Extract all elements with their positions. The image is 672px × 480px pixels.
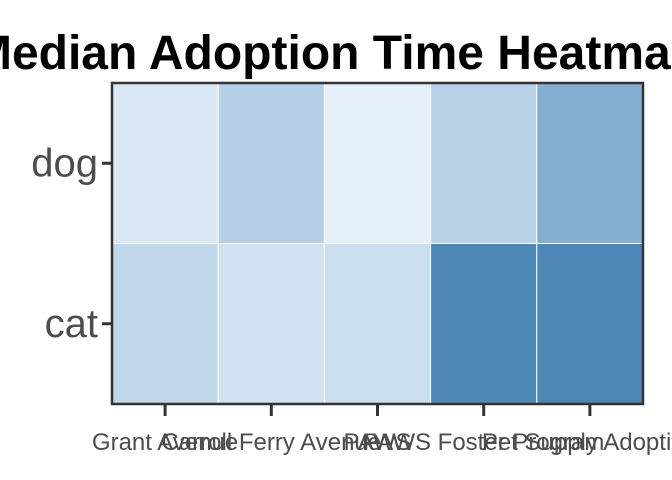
x-tick-label-1: Grant Avenue bbox=[92, 429, 238, 456]
x-tick-label-4: PAWS Foster Program bbox=[363, 429, 604, 456]
x-tick-label-2: Carroll Ferry Avenue bbox=[161, 429, 381, 456]
x-tick-label-5: Pet Supply Adoption bbox=[482, 429, 672, 456]
heatmap-cell-dog-4 bbox=[430, 82, 538, 244]
x-tick-label-3: PAWS bbox=[343, 429, 411, 456]
chart-title: Median Adoption Time Heatmap bbox=[0, 27, 672, 80]
y-tick-label-dog: dog bbox=[31, 141, 98, 185]
heatmap-cell-dog-2 bbox=[217, 82, 325, 244]
heatmap-cell-dog-3 bbox=[323, 82, 432, 244]
heatmap-cell-cat-2 bbox=[217, 243, 325, 405]
heatmap-cell-dog-5 bbox=[536, 82, 644, 244]
heatmap-cell-dog-1 bbox=[111, 82, 219, 244]
heatmap-cell-cat-1 bbox=[111, 243, 219, 405]
y-axis: dog cat bbox=[31, 141, 112, 346]
heatmap-cells bbox=[111, 82, 644, 405]
y-tick-label-cat: cat bbox=[45, 302, 98, 346]
heatmap-cell-cat-3 bbox=[323, 243, 432, 405]
heatmap-cell-cat-5 bbox=[536, 243, 644, 405]
heatmap-cell-cat-4 bbox=[430, 243, 538, 405]
